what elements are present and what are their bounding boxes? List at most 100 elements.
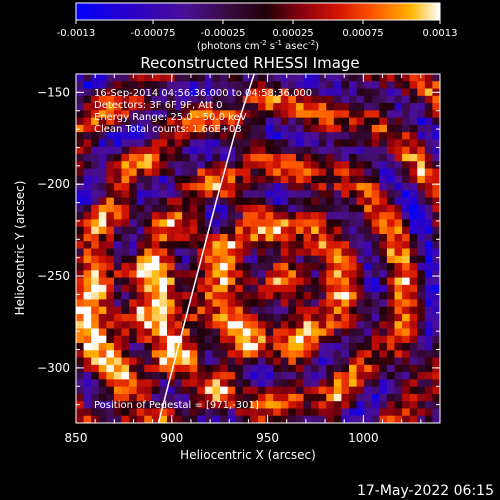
heatmap-cell: [356, 321, 365, 329]
heatmap-cell: [151, 117, 160, 126]
heatmap-cell: [113, 393, 122, 402]
heatmap-cell: [167, 226, 175, 235]
heatmap-cell: [394, 153, 403, 162]
heatmap-cell: [349, 321, 357, 329]
heatmap-cell: [295, 401, 304, 409]
heatmap-cell: [151, 313, 160, 322]
heatmap-cell: [379, 95, 388, 104]
heatmap-cell: [379, 190, 388, 198]
heatmap-cell: [386, 226, 395, 235]
heatmap-cell: [402, 350, 411, 358]
heatmap-cell: [204, 95, 213, 104]
heatmap-cell: [151, 393, 160, 402]
heatmap-cell: [379, 292, 388, 300]
heatmap-cell: [98, 343, 107, 351]
heatmap-cell: [273, 241, 282, 249]
heatmap-cell: [386, 372, 395, 380]
heatmap-cell: [341, 408, 350, 417]
heatmap-cell: [250, 248, 259, 257]
heatmap-cell: [349, 350, 357, 358]
heatmap-cell: [197, 386, 206, 395]
heatmap-cell: [174, 270, 183, 278]
heatmap-cell: [83, 372, 92, 380]
heatmap-cell: [212, 110, 221, 119]
heatmap-cell: [311, 204, 320, 213]
heatmap-cell: [76, 219, 84, 228]
heatmap-cell: [174, 219, 183, 228]
heatmap-cell: [333, 132, 342, 140]
heatmap-cell: [409, 212, 418, 220]
heatmap-cell: [197, 226, 206, 235]
heatmap-cell: [424, 335, 433, 344]
heatmap-cell: [273, 415, 282, 423]
heatmap-cell: [258, 306, 266, 315]
heatmap-cell: [402, 299, 411, 308]
heatmap-cell: [250, 197, 259, 206]
heatmap-cell: [371, 183, 380, 191]
heatmap-cell: [258, 263, 266, 271]
heatmap-cell: [106, 248, 115, 257]
heatmap-cell: [98, 168, 107, 177]
heatmap-cell: [212, 161, 221, 169]
heatmap-cell: [295, 415, 304, 423]
heatmap-cell: [174, 372, 183, 380]
heatmap-cell: [386, 379, 395, 388]
heatmap-cell: [371, 88, 380, 97]
heatmap-cell: [129, 204, 138, 213]
heatmap-cell: [106, 81, 115, 89]
heatmap-cell: [227, 190, 236, 198]
heatmap-cell: [91, 103, 100, 111]
heatmap-cell: [364, 95, 373, 104]
heatmap-cell: [349, 161, 357, 169]
colorbar-gradient: [75, 2, 441, 21]
heatmap-cell: [250, 379, 259, 388]
heatmap-cell: [402, 408, 411, 417]
x-axis-title: Heliocentric X (arcsec): [180, 448, 316, 462]
heatmap-cell: [424, 153, 433, 162]
heatmap-cell: [326, 248, 335, 257]
heatmap-cell: [295, 139, 304, 148]
heatmap-cell: [174, 350, 183, 358]
heatmap-cell: [356, 110, 365, 119]
heatmap-cell: [424, 393, 433, 402]
heatmap-cell: [333, 168, 342, 177]
heatmap-cell: [204, 153, 213, 162]
heatmap-cell: [227, 88, 236, 97]
heatmap-cell: [167, 379, 175, 388]
heatmap-cell: [167, 212, 175, 220]
heatmap-cell: [333, 401, 342, 409]
heatmap-cell: [258, 146, 266, 155]
heatmap-cell: [318, 226, 327, 235]
heatmap-cell: [144, 117, 153, 126]
heatmap-cell: [394, 110, 403, 119]
heatmap-cell: [417, 197, 426, 206]
heatmap-cell: [113, 161, 122, 169]
heatmap-cell: [98, 372, 107, 380]
heatmap-cell: [129, 292, 138, 300]
heatmap-cell: [364, 103, 373, 111]
heatmap-cell: [197, 197, 206, 206]
heatmap-cell: [288, 292, 297, 300]
heatmap-cell: [409, 306, 418, 315]
heatmap-cell: [379, 241, 388, 249]
heatmap-cell: [136, 372, 145, 380]
heatmap-cell: [394, 313, 403, 322]
heatmap-cell: [129, 161, 138, 169]
heatmap-cell: [424, 401, 433, 409]
heatmap-cell: [242, 132, 251, 140]
heatmap-cell: [182, 401, 191, 409]
heatmap-cell: [424, 132, 433, 140]
heatmap-cell: [129, 233, 138, 242]
heatmap-cell: [182, 103, 191, 111]
heatmap-cell: [326, 132, 335, 140]
heatmap-cell: [265, 124, 274, 133]
heatmap-cell: [182, 233, 191, 242]
x-tick-label: 850: [65, 431, 88, 445]
heatmap-cell: [189, 117, 198, 126]
heatmap-cell: [212, 74, 221, 82]
heatmap-cell: [341, 183, 350, 191]
heatmap-cell: [197, 132, 206, 140]
heatmap-cell: [409, 313, 418, 322]
heatmap-cell: [326, 284, 335, 293]
heatmap-cell: [258, 270, 266, 278]
